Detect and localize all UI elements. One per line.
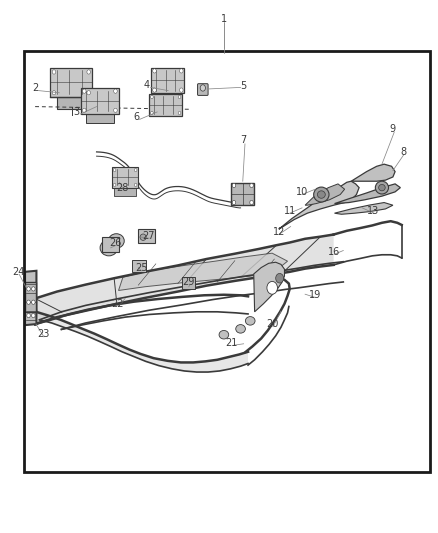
Text: 29: 29 [182, 278, 194, 287]
Circle shape [152, 69, 156, 73]
Circle shape [27, 287, 30, 291]
Circle shape [249, 183, 253, 188]
Text: 23: 23 [37, 329, 49, 339]
Text: 12: 12 [272, 227, 284, 237]
FancyBboxPatch shape [155, 93, 180, 104]
Text: 19: 19 [308, 290, 321, 300]
Text: 10: 10 [295, 187, 307, 197]
Circle shape [275, 273, 283, 283]
Circle shape [32, 313, 35, 318]
Ellipse shape [317, 191, 325, 198]
Polygon shape [278, 181, 358, 229]
FancyBboxPatch shape [50, 68, 92, 97]
Circle shape [232, 200, 235, 205]
Circle shape [134, 168, 137, 172]
Circle shape [82, 108, 86, 112]
Text: 5: 5 [240, 82, 246, 91]
Text: 21: 21 [225, 338, 237, 348]
FancyBboxPatch shape [102, 237, 119, 252]
FancyBboxPatch shape [138, 229, 155, 243]
Circle shape [134, 183, 137, 187]
FancyBboxPatch shape [112, 167, 138, 188]
FancyBboxPatch shape [114, 188, 136, 196]
Text: 13: 13 [366, 206, 378, 215]
Ellipse shape [313, 187, 328, 202]
Ellipse shape [245, 317, 254, 325]
Circle shape [249, 200, 253, 205]
Polygon shape [25, 271, 36, 325]
Text: 22: 22 [111, 299, 124, 309]
Ellipse shape [374, 181, 388, 194]
Circle shape [32, 287, 35, 291]
Circle shape [87, 91, 90, 95]
Circle shape [113, 183, 116, 187]
Text: 25: 25 [135, 263, 147, 273]
Circle shape [27, 313, 30, 318]
FancyBboxPatch shape [231, 183, 254, 205]
Polygon shape [304, 184, 344, 205]
Text: 28: 28 [117, 183, 129, 192]
FancyBboxPatch shape [131, 260, 145, 272]
Text: 3: 3 [74, 107, 80, 117]
Circle shape [179, 69, 183, 73]
Text: 20: 20 [265, 319, 278, 329]
Circle shape [232, 183, 235, 188]
FancyBboxPatch shape [149, 94, 182, 116]
Polygon shape [35, 235, 333, 324]
Polygon shape [36, 312, 247, 372]
Text: 11: 11 [283, 206, 295, 215]
Text: 6: 6 [133, 112, 139, 122]
FancyBboxPatch shape [197, 84, 208, 95]
FancyBboxPatch shape [81, 88, 118, 114]
Text: 2: 2 [32, 83, 38, 93]
Circle shape [266, 281, 277, 294]
Ellipse shape [108, 233, 124, 248]
Bar [24, 51, 429, 472]
Circle shape [32, 300, 35, 304]
Circle shape [179, 88, 183, 92]
Ellipse shape [235, 325, 245, 333]
Polygon shape [334, 184, 399, 204]
Circle shape [52, 91, 56, 95]
Circle shape [27, 300, 30, 304]
Circle shape [150, 95, 153, 99]
Ellipse shape [100, 240, 117, 256]
Ellipse shape [378, 184, 385, 191]
Circle shape [82, 89, 86, 93]
Circle shape [200, 85, 205, 91]
Text: 4: 4 [144, 80, 150, 90]
Circle shape [113, 89, 117, 93]
Text: 27: 27 [142, 231, 154, 240]
FancyBboxPatch shape [57, 97, 85, 109]
Ellipse shape [219, 330, 228, 339]
Circle shape [113, 108, 117, 112]
Text: 8: 8 [400, 147, 406, 157]
Circle shape [178, 111, 180, 115]
Circle shape [178, 95, 180, 99]
Circle shape [150, 111, 153, 115]
Circle shape [113, 168, 116, 172]
Polygon shape [334, 203, 392, 214]
Text: 24: 24 [12, 267, 25, 277]
Ellipse shape [140, 234, 146, 240]
Circle shape [152, 88, 156, 92]
Text: 1: 1 [220, 14, 226, 23]
Text: 9: 9 [389, 124, 395, 134]
Polygon shape [350, 164, 394, 181]
Polygon shape [118, 253, 287, 290]
Circle shape [87, 70, 90, 74]
Text: 26: 26 [109, 238, 121, 247]
FancyBboxPatch shape [182, 277, 195, 289]
FancyBboxPatch shape [25, 282, 36, 312]
FancyBboxPatch shape [85, 114, 114, 123]
Circle shape [52, 70, 56, 74]
FancyBboxPatch shape [151, 68, 184, 93]
Polygon shape [253, 262, 284, 312]
Text: 7: 7 [240, 135, 246, 144]
Text: 16: 16 [328, 247, 340, 256]
